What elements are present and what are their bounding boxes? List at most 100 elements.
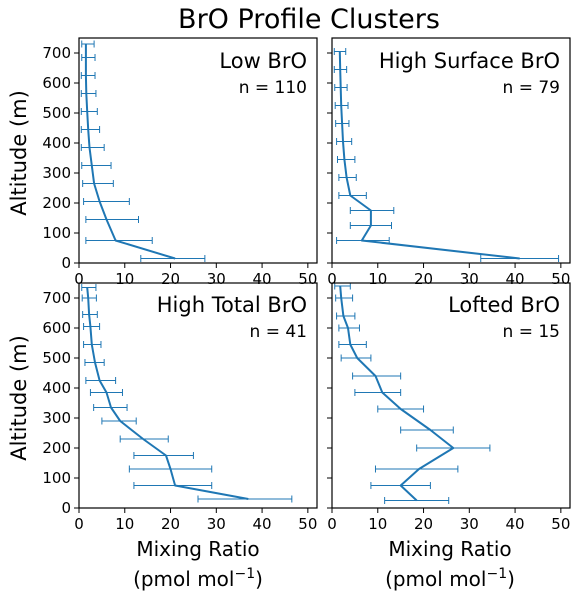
x-tick-label: 40: [506, 270, 525, 288]
error-bar: [340, 354, 372, 362]
error-bar: [81, 40, 95, 48]
error-bar: [80, 90, 97, 97]
x-tick-label: 20: [161, 270, 180, 288]
y-tick-label: 200: [42, 194, 71, 212]
panel-count: n = 110: [239, 78, 307, 98]
profile-line: [86, 287, 249, 500]
x-tick-label: 50: [298, 515, 317, 533]
panel-title: High Surface BrO: [379, 49, 560, 73]
panel-low-bro: Low BrO n = 110 0 10 20 30 40 500100200300400…: [42, 37, 318, 288]
error-bar: [338, 324, 360, 332]
error-bar: [338, 192, 367, 199]
panel-title: High Total BrO: [157, 293, 307, 317]
error-bar: [81, 284, 97, 291]
error-bar: [83, 198, 130, 205]
y-tick-label: 700: [42, 44, 71, 62]
x-tick-label: 40: [506, 515, 525, 533]
x-tick-label: 50: [551, 515, 570, 533]
x-tick-label: 10: [368, 270, 387, 288]
plot-frame: [78, 282, 318, 509]
x-tick-label: 40: [253, 270, 272, 288]
x-axis-title-right: Mixing Ratio: [388, 537, 511, 561]
error-bar: [334, 282, 351, 290]
y-tick-label: 0: [61, 499, 71, 517]
y-tick-label: 300: [42, 164, 71, 182]
error-bar: [336, 138, 353, 145]
error-bar: [80, 126, 101, 133]
y-tick-label: 600: [42, 319, 71, 337]
error-bar: [336, 312, 356, 320]
error-bar: [83, 323, 101, 330]
error-bar: [81, 162, 112, 169]
plot-frame: [78, 37, 318, 264]
plot-frame: [331, 282, 571, 509]
x-tick-label: 30: [460, 270, 479, 288]
error-bar: [81, 54, 96, 61]
y-tick-label: 200: [42, 439, 71, 457]
x-tick-label: 20: [414, 270, 433, 288]
x-axis-unit-right: (pmol mol−1): [385, 566, 515, 591]
error-bar: [338, 341, 367, 348]
error-bar: [80, 144, 105, 151]
x-tick-label: 0: [327, 270, 337, 288]
x-tick-label: 10: [368, 515, 387, 533]
y-tick-label: 100: [42, 224, 71, 242]
error-bar: [80, 108, 98, 115]
x-axis-unit-right-end: ): [507, 567, 515, 591]
error-bar: [81, 294, 97, 302]
y-axis-title-top: Altitude (m): [7, 90, 31, 216]
error-bar: [352, 372, 402, 380]
x-axis-unit-left-main: (pmol mol: [133, 567, 234, 591]
x-tick-label: 10: [115, 515, 134, 533]
x-tick-label: 10: [115, 270, 134, 288]
x-tick-label: 30: [207, 270, 226, 288]
x-tick-label: 50: [298, 270, 317, 288]
error-bar: [133, 482, 213, 489]
y-tick-label: 500: [42, 104, 71, 122]
panel-count: n = 41: [250, 322, 307, 342]
x-axis-unit-right-sup: −1: [486, 566, 507, 582]
x-tick-label: 30: [460, 515, 479, 533]
panel-lofted-bro: Lofted BrO n = 15 0 10 20 30 40 50: [327, 282, 571, 533]
panel-count: n = 79: [503, 78, 560, 98]
error-bar: [354, 389, 402, 396]
panel-high-total-bro: High Total BrO n = 41 0 10 20 30 40 500100200…: [42, 282, 318, 533]
figure-title: BrO Profile Clusters: [178, 4, 440, 35]
panel-high-surface-bro: High Surface BrO n = 79 0 10 20 30 40 50: [327, 37, 571, 288]
error-bar: [335, 294, 354, 302]
y-tick-label: 700: [42, 289, 71, 307]
profile-line: [338, 51, 520, 260]
panel-count: n = 15: [503, 322, 560, 342]
x-tick-label: 50: [551, 270, 570, 288]
profile-line: [339, 285, 455, 502]
x-tick-label: 20: [414, 515, 433, 533]
y-tick-label: 0: [61, 254, 71, 272]
error-bar: [336, 156, 356, 163]
panel-title: Lofted BrO: [448, 293, 560, 317]
x-tick-label: 30: [207, 515, 226, 533]
y-tick-label: 400: [42, 379, 71, 397]
x-axis-unit-right-main: (pmol mol: [385, 567, 486, 591]
x-axis-unit-left: (pmol mol−1): [133, 566, 263, 591]
x-tick-label: 0: [74, 270, 84, 288]
y-tick-label: 500: [42, 349, 71, 367]
y-tick-label: 100: [42, 469, 71, 487]
x-axis-unit-left-sup: −1: [234, 566, 255, 582]
panel-title: Low BrO: [219, 49, 307, 73]
error-bar: [374, 465, 459, 473]
plot-frame: [331, 37, 571, 264]
x-axis-title-left: Mixing Ratio: [136, 537, 259, 561]
y-tick-label: 600: [42, 74, 71, 92]
x-tick-label: 0: [327, 515, 337, 533]
error-bar: [133, 452, 194, 459]
error-bar: [349, 207, 395, 214]
x-tick-label: 40: [253, 515, 272, 533]
y-tick-label: 300: [42, 409, 71, 427]
profile-line: [84, 44, 176, 260]
x-tick-label: 0: [74, 515, 84, 533]
error-bar: [400, 426, 454, 434]
x-axis-unit-left-end: ): [255, 567, 263, 591]
y-axis-title-bottom: Altitude (m): [7, 335, 31, 461]
error-bar: [82, 180, 114, 187]
